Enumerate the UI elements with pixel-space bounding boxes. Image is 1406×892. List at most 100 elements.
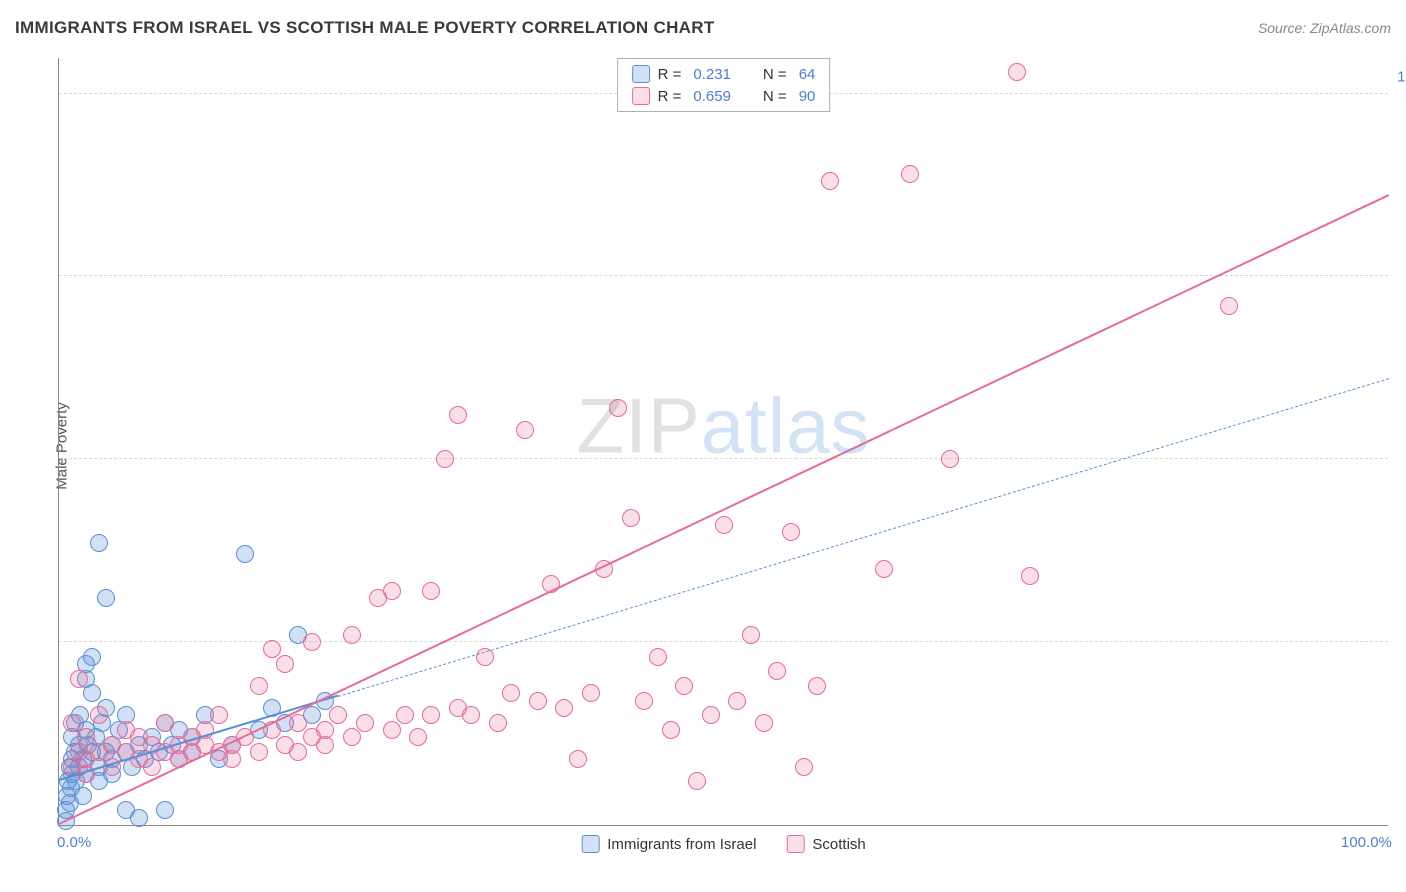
data-point-scottish [688, 772, 706, 790]
legend-swatch [581, 835, 599, 853]
legend-r-value: 0.231 [693, 66, 731, 83]
data-point-scottish [516, 421, 534, 439]
data-point-scottish [422, 706, 440, 724]
data-point-scottish [875, 560, 893, 578]
data-point-scottish [422, 582, 440, 600]
data-point-scottish [263, 640, 281, 658]
legend-r-label: R = [658, 66, 682, 83]
legend-r-value: 0.659 [693, 88, 731, 105]
data-point-scottish [409, 728, 427, 746]
gridline-h [59, 275, 1388, 276]
data-point-scottish [143, 758, 161, 776]
data-point-scottish [436, 450, 454, 468]
data-point-scottish [276, 655, 294, 673]
legend-series-label: Scottish [812, 836, 865, 853]
data-point-scottish [1220, 297, 1238, 315]
legend-swatch [632, 87, 650, 105]
data-point-scottish [742, 626, 760, 644]
legend-stats: R = 0.231 N = 64 R = 0.659 N = 90 [617, 58, 831, 112]
data-point-israel [90, 534, 108, 552]
data-point-scottish [502, 684, 520, 702]
data-point-scottish [223, 750, 241, 768]
data-point-scottish [303, 633, 321, 651]
chart-title: IMMIGRANTS FROM ISRAEL VS SCOTTISH MALE … [15, 18, 715, 38]
watermark-part1: ZIP [576, 382, 700, 470]
legend-n-label: N = [763, 88, 787, 105]
y-tick-label: 100.0% [1397, 68, 1406, 85]
gridline-h [59, 641, 1388, 642]
data-point-scottish [555, 699, 573, 717]
data-point-scottish [343, 728, 361, 746]
data-point-scottish [662, 721, 680, 739]
source-attribution: Source: ZipAtlas.com [1258, 20, 1391, 36]
legend-stat-row-israel: R = 0.231 N = 64 [618, 63, 830, 85]
x-tick-label: 0.0% [57, 834, 91, 851]
header: IMMIGRANTS FROM ISRAEL VS SCOTTISH MALE … [15, 18, 1391, 38]
data-point-scottish [210, 706, 228, 724]
gridline-h [59, 458, 1388, 459]
data-point-scottish [289, 743, 307, 761]
data-point-scottish [582, 684, 600, 702]
data-point-scottish [649, 648, 667, 666]
data-point-scottish [383, 721, 401, 739]
legend-series-item-israel: Immigrants from Israel [581, 835, 756, 853]
data-point-israel [83, 684, 101, 702]
legend-n-value: 90 [799, 88, 816, 105]
data-point-scottish [609, 399, 627, 417]
legend-series-item-scottish: Scottish [786, 835, 865, 853]
data-point-scottish [156, 714, 174, 732]
data-point-scottish [768, 662, 786, 680]
data-point-scottish [782, 523, 800, 541]
data-point-scottish [77, 728, 95, 746]
data-point-scottish [821, 172, 839, 190]
data-point-scottish [289, 714, 307, 732]
data-point-scottish [901, 165, 919, 183]
data-point-israel [97, 589, 115, 607]
trend-line [338, 378, 1389, 697]
data-point-scottish [356, 714, 374, 732]
data-point-scottish [728, 692, 746, 710]
chart-container: IMMIGRANTS FROM ISRAEL VS SCOTTISH MALE … [0, 0, 1406, 892]
data-point-israel [236, 545, 254, 563]
data-point-scottish [702, 706, 720, 724]
data-point-scottish [635, 692, 653, 710]
x-tick-label: 100.0% [1341, 834, 1392, 851]
data-point-scottish [569, 750, 587, 768]
data-point-scottish [755, 714, 773, 732]
data-point-israel [156, 801, 174, 819]
legend-stat-row-scottish: R = 0.659 N = 90 [618, 85, 830, 107]
watermark-part2: atlas [701, 382, 871, 470]
trend-line [59, 194, 1390, 825]
data-point-scottish [715, 516, 733, 534]
data-point-scottish [329, 706, 347, 724]
data-point-scottish [316, 736, 334, 754]
data-point-scottish [250, 743, 268, 761]
data-point-scottish [462, 706, 480, 724]
legend-series-label: Immigrants from Israel [607, 836, 756, 853]
data-point-scottish [90, 706, 108, 724]
data-point-scottish [396, 706, 414, 724]
data-point-scottish [1021, 567, 1039, 585]
data-point-scottish [383, 582, 401, 600]
data-point-israel [83, 648, 101, 666]
data-point-scottish [250, 677, 268, 695]
legend-n-value: 64 [799, 66, 816, 83]
legend-n-label: N = [763, 66, 787, 83]
data-point-scottish [529, 692, 547, 710]
legend-swatch [632, 65, 650, 83]
data-point-israel [130, 809, 148, 827]
data-point-scottish [941, 450, 959, 468]
data-point-scottish [489, 714, 507, 732]
data-point-scottish [449, 406, 467, 424]
data-point-scottish [622, 509, 640, 527]
data-point-scottish [675, 677, 693, 695]
data-point-scottish [795, 758, 813, 776]
data-point-scottish [343, 626, 361, 644]
legend-series: Immigrants from Israel Scottish [581, 835, 866, 853]
data-point-scottish [808, 677, 826, 695]
legend-r-label: R = [658, 88, 682, 105]
legend-swatch [786, 835, 804, 853]
plot-area: ZIPatlas R =0.231N =64R =0.659N =90 Immi… [58, 58, 1388, 826]
data-point-israel [74, 787, 92, 805]
data-point-scottish [70, 670, 88, 688]
